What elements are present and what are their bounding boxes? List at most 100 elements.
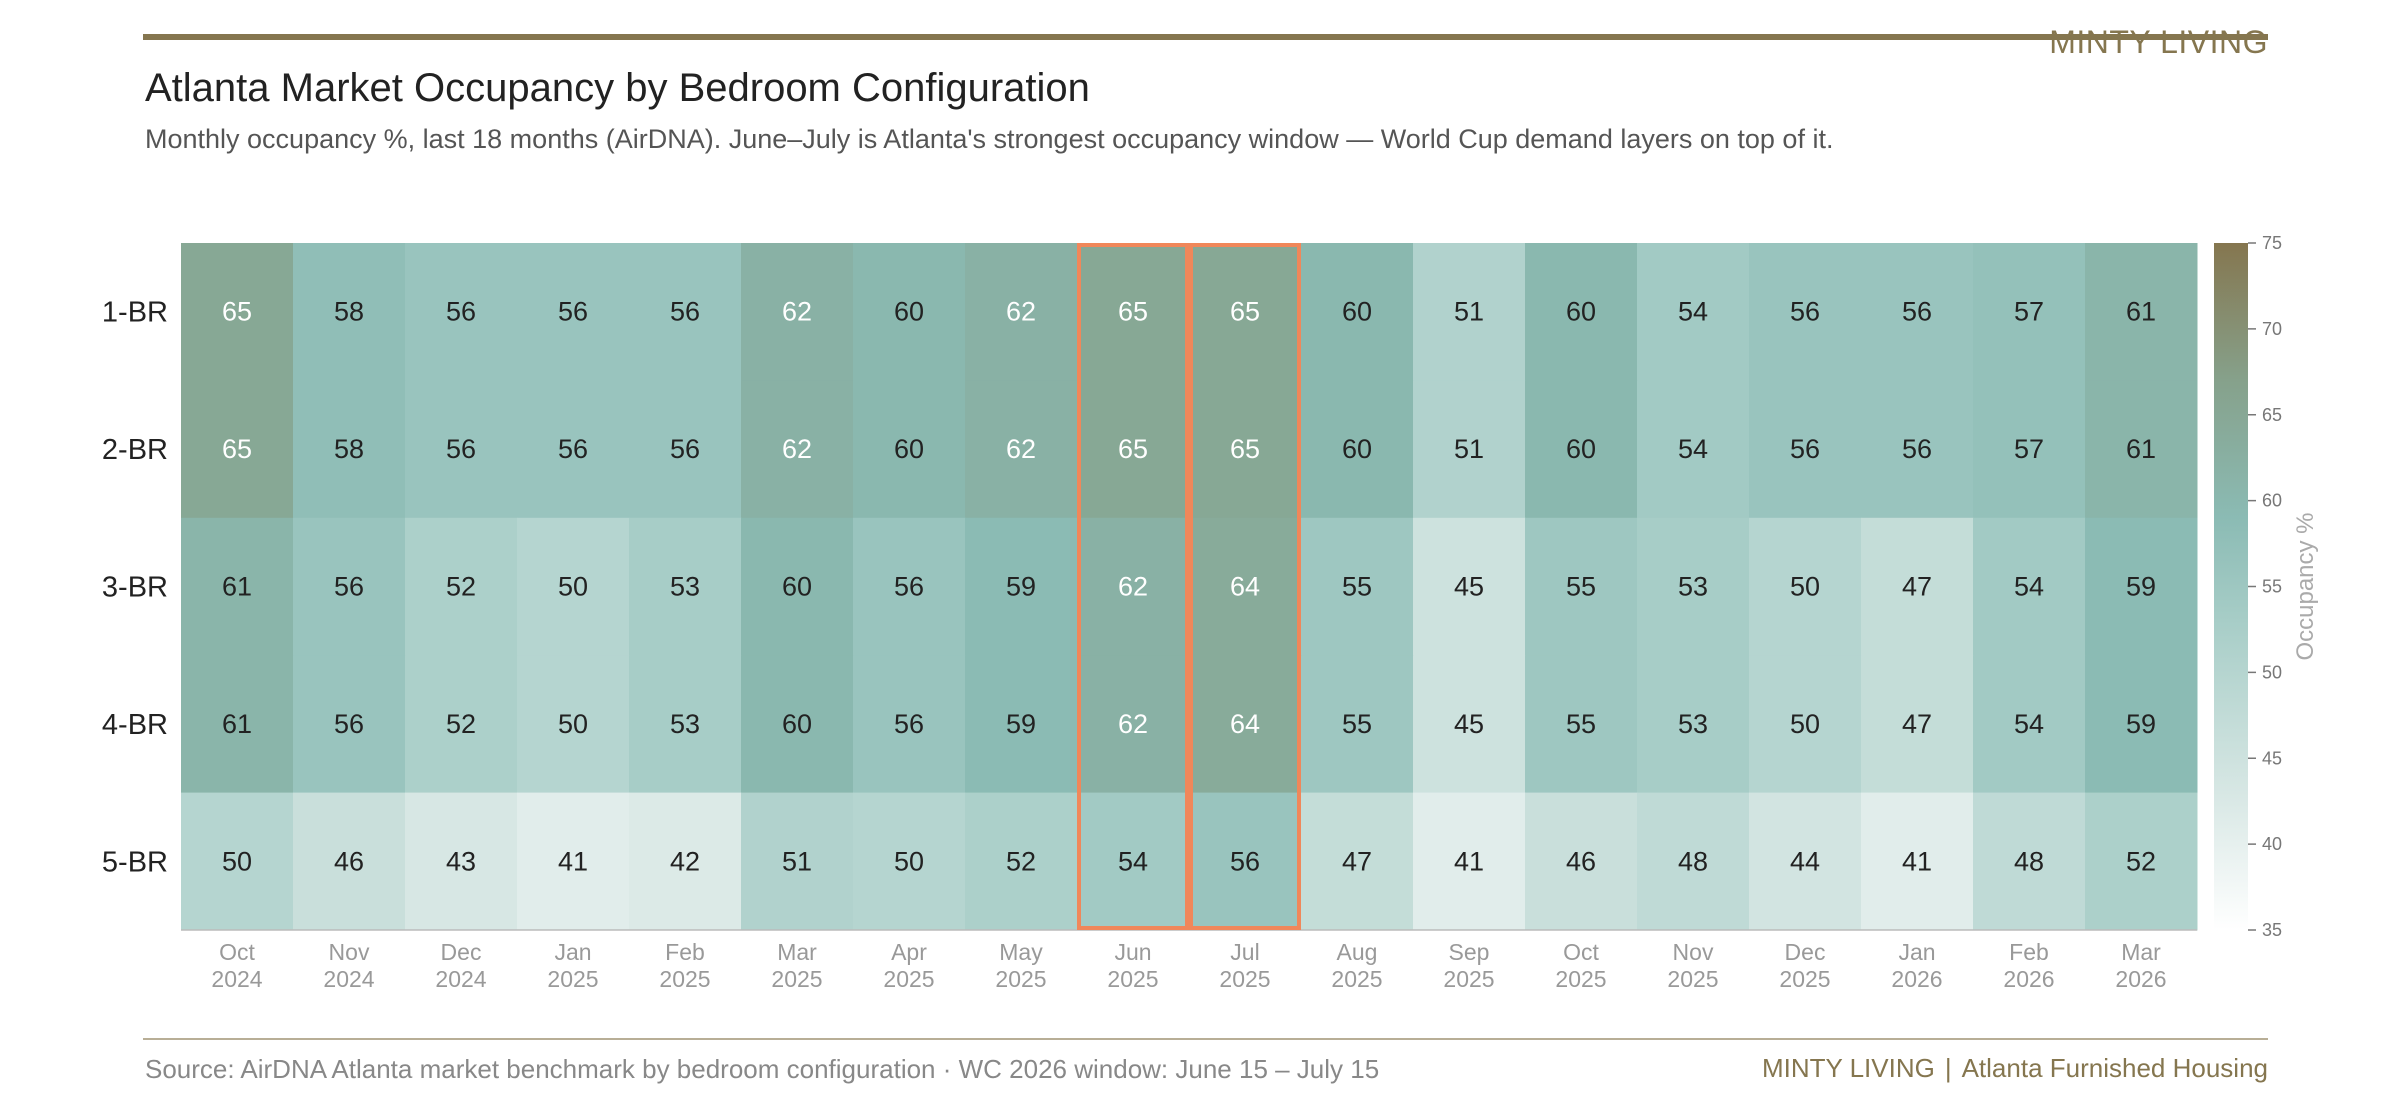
x-tick-label: Jan 2026 xyxy=(1891,939,1942,992)
heatmap-cell xyxy=(1861,792,1974,931)
cell-value-label: 61 xyxy=(222,709,252,739)
cell-value-label: 56 xyxy=(1230,846,1260,876)
heatmap-cell xyxy=(1077,655,1190,794)
heatmap-cell xyxy=(1413,380,1526,519)
heatmap-cell xyxy=(293,655,406,794)
colorbar: 75 70 65 60 55 50 45 40 35 Occupancy % xyxy=(2214,233,2319,940)
x-tick-label: Mar 2026 xyxy=(2115,939,2166,992)
cell-value-label: 55 xyxy=(1566,709,1596,739)
heatmap-cell xyxy=(853,792,966,931)
cell-value-label: 52 xyxy=(446,709,476,739)
colorbar-tick-label: 40 xyxy=(2262,834,2282,854)
world-cup-window-outline xyxy=(1189,243,1301,930)
heatmap-cell xyxy=(1749,517,1862,656)
heatmap-cell xyxy=(1077,517,1190,656)
colorbar-tick-label: 65 xyxy=(2262,405,2282,425)
heatmap-cell xyxy=(741,380,854,519)
cell-value-label: 61 xyxy=(2126,297,2156,327)
heatmap-cell xyxy=(517,380,630,519)
cell-value-label: 43 xyxy=(446,846,476,876)
cell-value-label: 56 xyxy=(1790,434,1820,464)
cell-value-label: 56 xyxy=(670,434,700,464)
footer-tagline: Atlanta Furnished Housing xyxy=(1961,1053,2268,1083)
colorbar-gradient xyxy=(2214,243,2248,930)
heatmap-cell xyxy=(629,243,742,381)
cell-value-label: 62 xyxy=(782,297,812,327)
cell-value-label: 59 xyxy=(2126,572,2156,602)
cell-value-label: 56 xyxy=(894,572,924,602)
world-cup-window-outline xyxy=(1077,243,1189,930)
heatmap-cell xyxy=(517,655,630,794)
cell-value-label: 65 xyxy=(1230,434,1260,464)
cell-value-label: 48 xyxy=(1678,846,1708,876)
cell-value-label: 60 xyxy=(1342,434,1372,464)
x-tick-label: Dec 2025 xyxy=(1779,939,1830,992)
cell-value-label: 53 xyxy=(670,709,700,739)
cell-value-label: 56 xyxy=(558,297,588,327)
heatmap-cell xyxy=(1861,517,1974,656)
heatmap-cell xyxy=(2085,792,2198,931)
heatmap-cell xyxy=(181,243,294,381)
heatmap-cell xyxy=(1973,243,2086,381)
cell-value-label: 50 xyxy=(558,572,588,602)
x-tick-label: May 2025 xyxy=(995,939,1046,992)
heatmap-cell xyxy=(1637,655,1750,794)
cell-value-label: 44 xyxy=(1790,846,1820,876)
heatmap-cell xyxy=(293,792,406,931)
cell-value-label: 51 xyxy=(1454,434,1484,464)
heatmap-cell xyxy=(1413,792,1526,931)
cell-value-label: 62 xyxy=(1006,434,1036,464)
x-tick-label: Aug 2025 xyxy=(1331,939,1382,992)
heatmap-cell xyxy=(1301,655,1414,794)
heatmap-cell xyxy=(1637,792,1750,931)
heatmap-cell xyxy=(1525,243,1638,381)
heatmap-cell xyxy=(181,517,294,656)
heatmap-cell xyxy=(405,380,518,519)
cell-value-label: 41 xyxy=(1902,846,1932,876)
heatmap-cell xyxy=(1973,655,2086,794)
heatmap-cell xyxy=(741,243,854,381)
footer-brand: MINTY LIVING | Atlanta Furnished Housing xyxy=(1762,1053,2268,1084)
cell-value-label: 47 xyxy=(1342,846,1372,876)
cell-value-label: 60 xyxy=(782,709,812,739)
row-label: 3-BR xyxy=(102,572,168,604)
cell-value-label: 53 xyxy=(1678,572,1708,602)
cell-value-label: 45 xyxy=(1454,572,1484,602)
cell-value-label: 65 xyxy=(222,297,252,327)
heatmap-cell xyxy=(1973,792,2086,931)
x-tick-label: Feb 2025 xyxy=(659,939,710,992)
cell-value-label: 59 xyxy=(1006,709,1036,739)
heatmap-cell xyxy=(965,792,1078,931)
heatmap-cell xyxy=(1525,380,1638,519)
cell-value-label: 60 xyxy=(782,572,812,602)
source-note: Source: AirDNA Atlanta market benchmark … xyxy=(145,1054,1380,1084)
page-subtitle: Monthly occupancy %, last 18 months (Air… xyxy=(145,124,1834,154)
heatmap-cell xyxy=(1973,517,2086,656)
cell-value-label: 50 xyxy=(1790,709,1820,739)
cell-value-label: 65 xyxy=(1118,297,1148,327)
row-label: 2-BR xyxy=(102,434,168,466)
row-label: 5-BR xyxy=(102,846,168,878)
heatmap-cell xyxy=(629,792,742,931)
brand-logo-text: MINTY LIVING xyxy=(2049,24,2268,60)
cell-value-label: 55 xyxy=(1342,572,1372,602)
cell-value-label: 56 xyxy=(446,434,476,464)
x-tick-label: Oct 2025 xyxy=(1555,939,1606,992)
cell-value-label: 60 xyxy=(1566,434,1596,464)
cell-value-label: 42 xyxy=(670,846,700,876)
heatmap-cell xyxy=(1077,380,1190,519)
heatmap-cell xyxy=(629,517,742,656)
cell-value-label: 53 xyxy=(670,572,700,602)
heatmap-cell xyxy=(1189,792,1302,931)
colorbar-tick-label: 45 xyxy=(2262,748,2282,768)
bottom-rule xyxy=(143,1038,2268,1040)
cell-value-label: 50 xyxy=(222,846,252,876)
cell-value-label: 54 xyxy=(1678,434,1708,464)
cell-value-label: 54 xyxy=(2014,709,2044,739)
cell-value-label: 58 xyxy=(334,434,364,464)
heatmap-cell xyxy=(965,655,1078,794)
cell-value-label: 56 xyxy=(446,297,476,327)
cell-value-label: 54 xyxy=(1678,297,1708,327)
cell-value-label: 60 xyxy=(894,297,924,327)
cell-value-label: 60 xyxy=(1566,297,1596,327)
